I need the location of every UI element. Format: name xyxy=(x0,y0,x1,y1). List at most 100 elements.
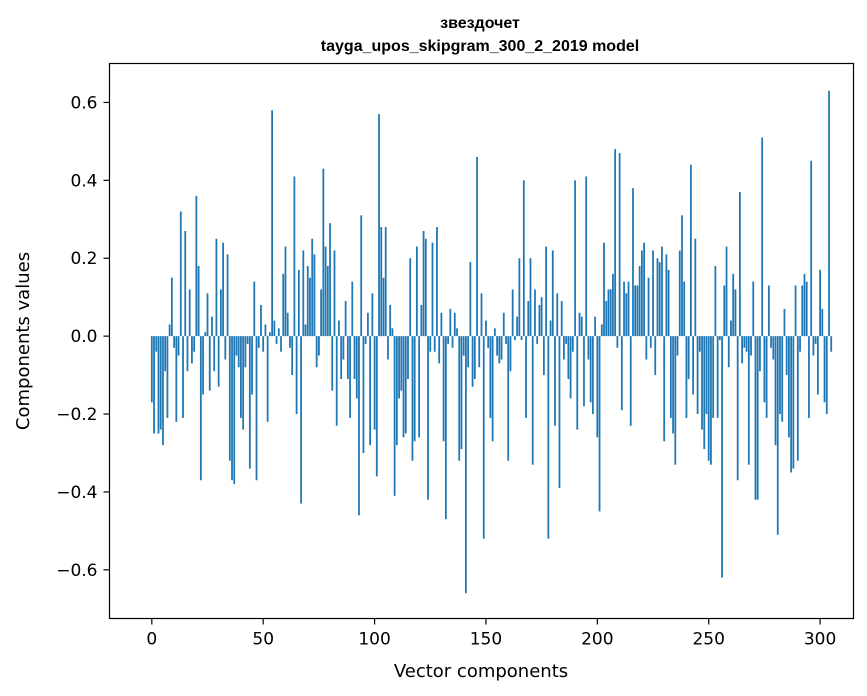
bar xyxy=(393,336,396,496)
bar xyxy=(634,285,637,337)
bar xyxy=(723,285,726,337)
bar xyxy=(202,336,204,395)
bar xyxy=(224,336,227,360)
x-tick-label: 150 xyxy=(470,630,502,650)
bar xyxy=(467,336,470,368)
bar xyxy=(678,250,681,337)
bar xyxy=(313,254,316,337)
bar xyxy=(262,336,265,352)
bar xyxy=(522,180,525,337)
bar xyxy=(275,336,278,344)
bar xyxy=(747,336,750,465)
bar xyxy=(257,336,260,348)
bar xyxy=(701,336,703,430)
bar xyxy=(264,324,267,337)
bar xyxy=(805,281,808,337)
y-axis: −0.6 −0.4 −0.2 0.0 0.2 0.4 0.6 xyxy=(56,93,110,581)
bar xyxy=(734,289,737,337)
x-tick-label: 50 xyxy=(252,630,274,650)
bar xyxy=(560,301,563,337)
bar xyxy=(237,336,240,368)
bar xyxy=(540,297,543,337)
x-axis: 0 50 100 150 200 250 300 xyxy=(146,618,836,650)
bar xyxy=(565,336,568,344)
y-tick-label: 0.4 xyxy=(70,171,97,191)
bar xyxy=(505,336,507,344)
bar xyxy=(344,301,347,337)
bar xyxy=(219,289,222,337)
bar xyxy=(647,277,650,337)
bar xyxy=(367,312,369,337)
bar xyxy=(788,336,790,438)
bar xyxy=(825,336,828,415)
bar xyxy=(150,336,153,403)
bar xyxy=(295,336,298,415)
bar xyxy=(498,336,501,364)
bar xyxy=(741,336,744,364)
bar xyxy=(159,336,162,430)
bar xyxy=(674,336,677,465)
bar xyxy=(761,137,764,337)
bar xyxy=(444,336,447,520)
bar xyxy=(507,336,510,461)
bar xyxy=(620,336,623,411)
bar xyxy=(447,336,449,344)
bar xyxy=(614,149,617,337)
bar xyxy=(676,336,679,356)
bar xyxy=(427,336,429,500)
bar xyxy=(164,336,167,372)
bar xyxy=(476,156,478,337)
bar xyxy=(289,336,291,348)
bar xyxy=(736,336,739,481)
bar xyxy=(460,336,463,450)
bar xyxy=(433,336,436,352)
bar xyxy=(796,336,799,461)
bar xyxy=(362,336,365,453)
bar xyxy=(607,289,610,337)
bar xyxy=(438,336,441,364)
bar xyxy=(162,336,164,446)
bar xyxy=(253,281,256,337)
bar xyxy=(175,336,178,422)
bar xyxy=(242,336,245,430)
bar xyxy=(563,336,565,360)
bar xyxy=(830,336,833,352)
bar xyxy=(458,336,461,461)
bar xyxy=(360,215,363,337)
bar xyxy=(549,320,552,337)
bar xyxy=(683,281,686,337)
bar xyxy=(248,336,251,469)
bar xyxy=(587,336,590,360)
bar xyxy=(333,250,336,337)
bar xyxy=(440,312,443,337)
bar xyxy=(493,328,496,337)
bar xyxy=(790,336,793,473)
bar xyxy=(554,336,556,426)
bar xyxy=(569,336,572,399)
bar xyxy=(812,336,815,356)
bar xyxy=(373,336,376,430)
bar xyxy=(318,336,320,356)
bar xyxy=(395,336,398,446)
bar xyxy=(767,285,770,337)
bar xyxy=(355,336,358,399)
bar xyxy=(783,308,786,337)
bar xyxy=(705,336,708,415)
bar xyxy=(407,336,409,379)
bar xyxy=(166,336,169,418)
bar xyxy=(217,336,220,387)
bar xyxy=(424,238,427,337)
bar xyxy=(487,336,490,348)
bar xyxy=(364,336,367,344)
chart-subtitle: tayga_upos_skipgram_300_2_2019 model xyxy=(321,38,639,55)
bar xyxy=(416,246,418,337)
bar xyxy=(204,332,207,337)
bar xyxy=(422,230,425,337)
bar xyxy=(418,336,421,438)
bar xyxy=(391,328,394,337)
bar xyxy=(627,281,630,337)
bar xyxy=(536,336,539,344)
bar xyxy=(168,324,171,337)
bar xyxy=(293,176,296,337)
